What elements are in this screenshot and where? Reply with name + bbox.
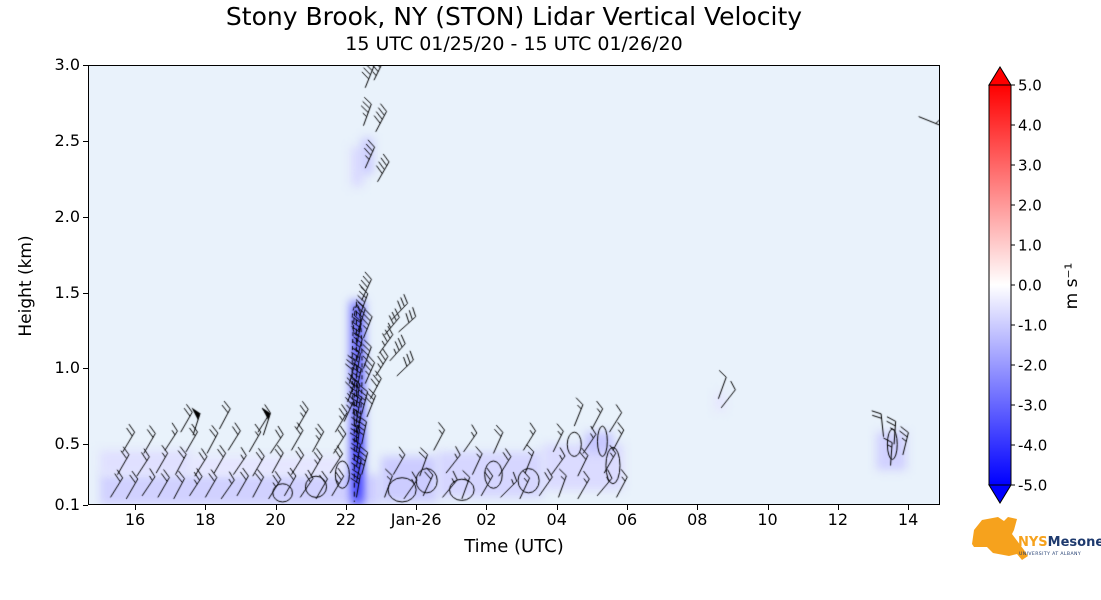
y-tick-label: 1.0 bbox=[54, 358, 80, 378]
x-tick-mark bbox=[135, 505, 137, 510]
colorbar-tick-label: -5.0 bbox=[1018, 477, 1047, 495]
y-tick-mark bbox=[83, 65, 88, 66]
x-tick-mark bbox=[837, 505, 839, 510]
y-axis-label: Height (km) bbox=[16, 235, 36, 337]
colorbar-label: m s⁻¹ bbox=[1062, 262, 1082, 310]
x-tick-label: 04 bbox=[546, 510, 567, 529]
x-tick-label: 14 bbox=[897, 510, 919, 529]
colorbar-tick-label: -2.0 bbox=[1018, 357, 1047, 375]
logo-text-nys: NYS bbox=[1018, 535, 1048, 550]
x-tick-label: 22 bbox=[335, 510, 357, 529]
y-tick-label: 2.0 bbox=[54, 206, 80, 226]
colorbar-tick-label: -4.0 bbox=[1018, 437, 1047, 455]
colorbar-tick-label: 2.0 bbox=[1018, 197, 1042, 215]
x-axis-label: Time (UTC) bbox=[464, 536, 564, 557]
x-tick-label: 16 bbox=[124, 510, 146, 529]
x-tick-mark bbox=[205, 505, 207, 510]
y-tick-mark bbox=[83, 505, 88, 506]
colorbar-tick-label: -1.0 bbox=[1018, 317, 1047, 335]
chart-title: Stony Brook, NY (STON) Lidar Vertical Ve… bbox=[225, 2, 803, 31]
y-tick-mark bbox=[83, 368, 88, 370]
colorbar-tick-label: 1.0 bbox=[1018, 237, 1042, 255]
colorbar: 5.0 4.0 3.0 2.0 1.0 0.0 -1.0 -2.0 -3.0 -4.0 -5.0 bbox=[988, 66, 1047, 504]
colorbar-gradient bbox=[988, 84, 1012, 486]
x-tick-label: 10 bbox=[757, 510, 778, 529]
x-tick-mark bbox=[556, 505, 558, 510]
y-tick-label: 2.5 bbox=[54, 130, 80, 150]
colorbar-arrow-top bbox=[988, 66, 1012, 86]
chart-subtitle: 15 UTC 01/25/20 - 15 UTC 01/26/20 bbox=[345, 33, 683, 55]
colorbar-tick-label: 3.0 bbox=[1018, 157, 1042, 175]
y-tick-mark bbox=[83, 216, 88, 218]
x-tick-mark bbox=[345, 505, 347, 510]
y-tick-label: 0.5 bbox=[54, 434, 80, 454]
y-tick-label: 1.5 bbox=[54, 282, 80, 302]
y-tick-mark bbox=[83, 292, 88, 294]
x-tick-label: 02 bbox=[476, 510, 497, 529]
x-tick-label: Jan-26 bbox=[390, 510, 442, 529]
logo-text-mesonet: Mesonet bbox=[1048, 535, 1101, 550]
x-tick-label: 12 bbox=[827, 510, 848, 529]
plot-canvas bbox=[88, 65, 940, 505]
y-tick-label: 3.0 bbox=[54, 55, 80, 74]
title-block: Stony Brook, NY (STON) Lidar Vertical Ve… bbox=[88, 2, 940, 56]
x-tick-label: 06 bbox=[616, 510, 638, 529]
colorbar-tick-label: 0.0 bbox=[1018, 277, 1042, 295]
x-tick-label: 08 bbox=[687, 510, 708, 529]
x-tick-mark bbox=[416, 505, 418, 510]
y-tick-mark bbox=[83, 140, 88, 142]
ny-state-icon bbox=[972, 517, 1028, 560]
mesonet-logo: NYSMesonet UNIVERSITY AT ALBANY bbox=[972, 517, 1101, 560]
colorbar-arrow-bottom bbox=[988, 484, 1012, 504]
x-tick-mark bbox=[275, 505, 277, 510]
colorbar-tick-label: 5.0 bbox=[1018, 77, 1042, 95]
colorbar-tick-label: 4.0 bbox=[1018, 117, 1042, 135]
logo-tagline: UNIVERSITY AT ALBANY bbox=[1019, 551, 1081, 557]
x-tick-mark bbox=[767, 505, 769, 510]
colorbar-ticks: 5.0 4.0 3.0 2.0 1.0 0.0 -1.0 -2.0 -3.0 -4.0 -5.0 bbox=[1011, 77, 1047, 495]
y-tick-mark bbox=[83, 444, 88, 446]
x-tick-label: 18 bbox=[195, 510, 216, 529]
x-tick-mark bbox=[697, 505, 699, 510]
x-tick-mark bbox=[627, 505, 628, 510]
x-tick-mark bbox=[486, 505, 488, 510]
y-tick-label: 0.1 bbox=[54, 495, 80, 514]
svg-text:NYSMesonet: NYSMesonet bbox=[1018, 535, 1101, 550]
x-tick-mark bbox=[908, 505, 910, 510]
x-tick-label: 20 bbox=[265, 510, 286, 529]
colorbar-tick-label: -3.0 bbox=[1018, 397, 1047, 415]
